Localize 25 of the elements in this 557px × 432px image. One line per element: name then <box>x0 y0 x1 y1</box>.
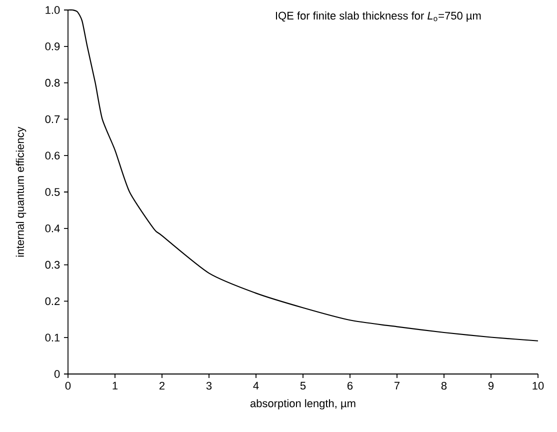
y-tick-label: 0.2 <box>45 297 60 306</box>
x-tick-label: 6 <box>348 382 353 390</box>
x-tick-label: 9 <box>488 382 494 390</box>
x-tick-label: 5 <box>300 382 306 390</box>
x-tick-label: 1 <box>112 382 118 390</box>
x-tick-label: 7 <box>394 382 400 390</box>
x-tick-label: 4 <box>253 382 259 390</box>
y-tick-label: 0 <box>54 370 60 378</box>
y-tick-label: 0.6 <box>45 152 60 160</box>
chart-title: IQE for finite slab thickness for L$_{o}$=750 µm <box>276 12 481 22</box>
y-tick-label: 0.3 <box>45 260 60 269</box>
y-tick-label: 1.0 <box>46 6 60 14</box>
y-tick-label: 0.8 <box>45 78 60 87</box>
x-tick-label: 8 <box>441 382 447 390</box>
x-tick-label: 10 <box>532 382 544 390</box>
y-axis-title: internal quantum efficiency <box>16 126 26 257</box>
x-tick-label: 3 <box>206 382 212 390</box>
x-tick-label: 2 <box>159 382 165 390</box>
y-tick-label: 0.7 <box>45 115 60 124</box>
y-tick-label: 0.5 <box>45 188 60 196</box>
y-tick-label: 0.9 <box>45 42 60 50</box>
y-tick-label: 0.1 <box>45 334 60 342</box>
y-tick-label: 0.4 <box>45 224 60 232</box>
x-axis-title: absorption length, µm <box>250 399 356 410</box>
x-tick-label: 0 <box>65 382 71 390</box>
